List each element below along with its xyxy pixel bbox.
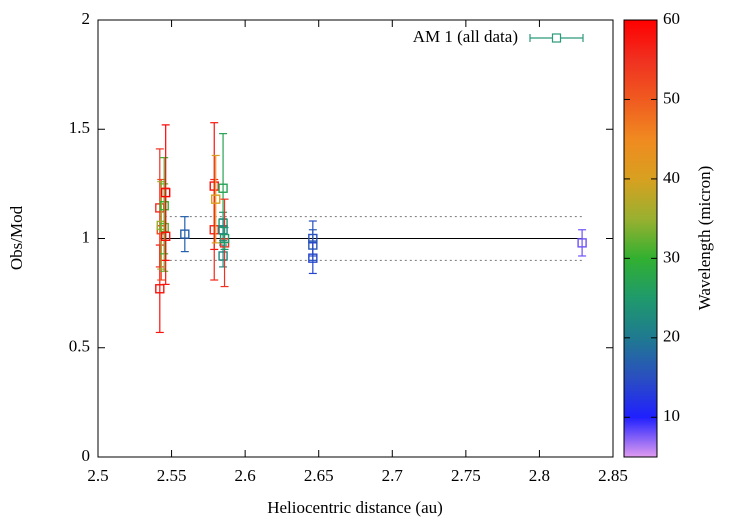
point: [209, 225, 219, 235]
point: [577, 238, 587, 248]
error-bar: [161, 187, 170, 285]
colorbar-label: Wavelength (micron): [695, 166, 714, 311]
y-tick-label: 2: [82, 9, 91, 28]
error-bar: [180, 216, 189, 253]
error-bar: [578, 229, 587, 257]
plot-frame: [97, 19, 614, 458]
y-tick-label: 1.5: [69, 118, 90, 137]
point: [159, 222, 169, 233]
y-tick-label: 0: [82, 446, 91, 465]
error-bar: [220, 226, 229, 251]
colorbar-tick-label: 60: [663, 9, 680, 28]
point: [180, 229, 190, 239]
x-tick-label: 2.7: [382, 466, 404, 485]
legend-symbol: [529, 33, 584, 43]
point: [219, 233, 230, 244]
point: [218, 225, 228, 235]
x-tick-label: 2.75: [451, 466, 481, 485]
point: [308, 253, 318, 263]
colorbar-tick-label: 20: [663, 327, 680, 346]
colorbar-tick-label: 30: [663, 247, 680, 266]
error-bar: [210, 178, 219, 281]
error-bar: [160, 183, 169, 272]
error-bar: [308, 242, 317, 275]
colorbar-tick-label: 40: [663, 168, 680, 187]
legend-label: AM 1 (all data): [413, 27, 518, 46]
x-tick-label: 2.5: [87, 466, 108, 485]
x-tick-label: 2.85: [598, 466, 628, 485]
colorbar-tick-label: 10: [663, 406, 680, 425]
point: [218, 251, 228, 261]
y-axis-label: Obs/Mod: [7, 205, 26, 270]
error-bar: [219, 244, 228, 268]
x-tick-label: 2.8: [529, 466, 550, 485]
y-tick-label: 0.5: [69, 337, 90, 356]
point: [160, 231, 171, 242]
x-axis-label: Heliocentric distance (au): [267, 498, 443, 517]
point: [218, 183, 228, 193]
x-tick-label: 2.6: [235, 466, 256, 485]
x-tick-label: 2.55: [157, 466, 187, 485]
point: [211, 194, 221, 204]
colorbar: [623, 19, 658, 458]
x-tick-label: 2.65: [304, 466, 334, 485]
point: [155, 284, 165, 294]
y-tick-label: 1: [82, 227, 91, 246]
error-bar: [211, 154, 220, 244]
colorbar-tick-label: 50: [663, 88, 680, 107]
